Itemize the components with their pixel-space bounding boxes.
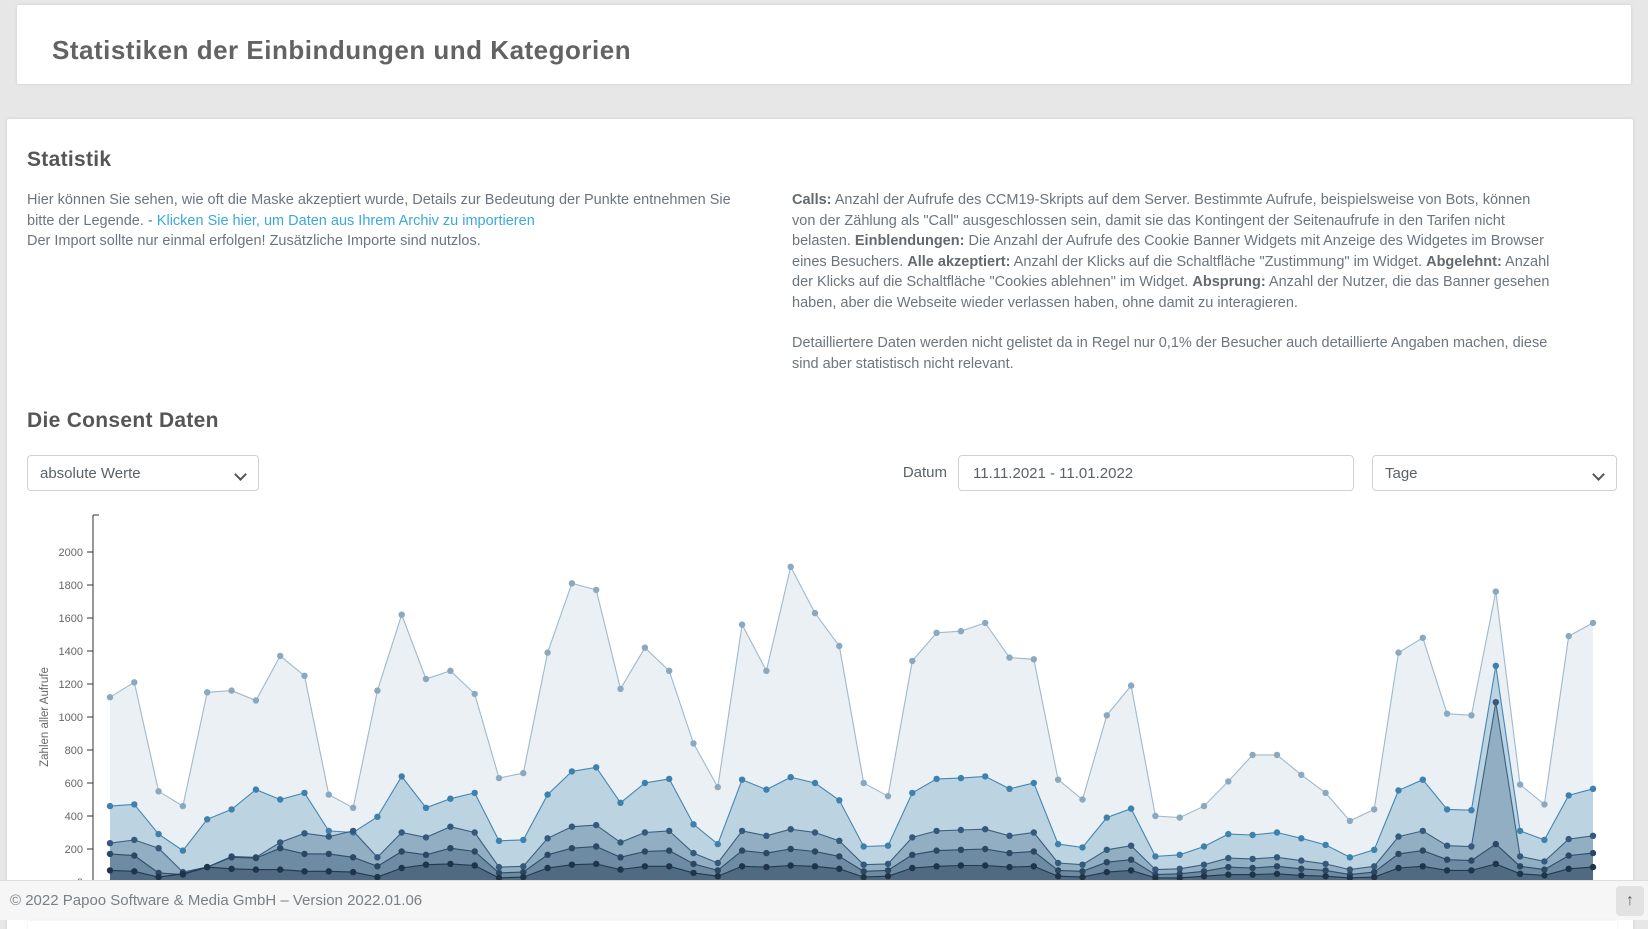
mode-select[interactable]: absolute Werte — [28, 456, 258, 490]
scroll-to-top-button[interactable]: ↑ — [1616, 886, 1644, 916]
svg-text:600: 600 — [65, 778, 83, 790]
consent-heading: Die Consent Daten — [27, 409, 219, 432]
svg-text:800: 800 — [65, 745, 83, 757]
main-content-card: Statistik Hier können Sie sehen, wie oft… — [7, 119, 1633, 929]
legend-item: Alle akzeptiert: Anzahl der Klicks auf d… — [907, 253, 1423, 270]
svg-text:400: 400 — [65, 811, 83, 823]
intro-import-warning: Der Import sollte nur einmal erfolgen! Z… — [27, 233, 481, 249]
svg-text:1600: 1600 — [59, 613, 83, 625]
legend-item: Absprung: Anzahl der Nutzer, die das Ban… — [792, 274, 1550, 311]
consent-chart[interactable]: Zahlen aller Aufrufe02004006008001000120… — [27, 512, 1624, 929]
datum-label: Datum — [902, 464, 947, 481]
svg-text:200: 200 — [65, 844, 83, 856]
date-range-input[interactable] — [958, 455, 1354, 491]
svg-text:Zahlen aller Aufrufe: Zahlen aller Aufrufe — [39, 667, 51, 767]
next-section-card-edge — [28, 921, 1617, 929]
footer-bar: © 2022 Papoo Software & Media GmbH – Ver… — [0, 880, 1648, 920]
statistik-intro: Hier können Sie sehen, wie oft die Maske… — [27, 190, 739, 252]
svg-text:1000: 1000 — [59, 712, 83, 724]
svg-text:2000: 2000 — [59, 547, 83, 559]
footer-copyright: © 2022 Papoo Software & Media GmbH – Ver… — [10, 892, 423, 909]
svg-text:1200: 1200 — [59, 679, 83, 691]
legend-item: Abgelehnt: Anzahl der Klicks auf die Sch… — [792, 253, 1550, 291]
archive-import-link[interactable]: Klicken Sie hier, um Daten aus Ihrem Arc… — [156, 212, 535, 229]
legend-description-block: Calls: Anzahl der Aufrufe des CCM19-Skri… — [792, 190, 1554, 374]
intro-text: Hier können Sie sehen, wie oft die Maske… — [27, 192, 731, 229]
consent-chart-container: Zahlen aller Aufrufe02004006008001000120… — [27, 512, 1624, 929]
chart-controls: absolute Werte Datum Tage — [7, 455, 1633, 493]
interval-select-wrapper: Tage — [1372, 455, 1617, 491]
legend-item: Calls: Anzahl der Aufrufe des CCM19-Skri… — [792, 192, 1531, 249]
interval-select[interactable]: Tage — [1373, 456, 1616, 490]
page-header-card: Statistiken der Einbindungen und Kategor… — [17, 5, 1631, 84]
svg-text:1400: 1400 — [59, 646, 83, 658]
page-title: Statistiken der Einbindungen und Kategor… — [52, 35, 632, 65]
legend-note: Detailliertere Daten werden nicht gelist… — [792, 335, 1548, 372]
arrow-up-icon: ↑ — [1626, 892, 1634, 909]
legend-item: Einblendungen: Die Anzahl der Aufrufe de… — [792, 233, 1544, 270]
svg-text:1800: 1800 — [59, 580, 83, 592]
mode-select-wrapper: absolute Werte — [27, 455, 259, 491]
statistik-heading: Statistik — [27, 148, 112, 171]
